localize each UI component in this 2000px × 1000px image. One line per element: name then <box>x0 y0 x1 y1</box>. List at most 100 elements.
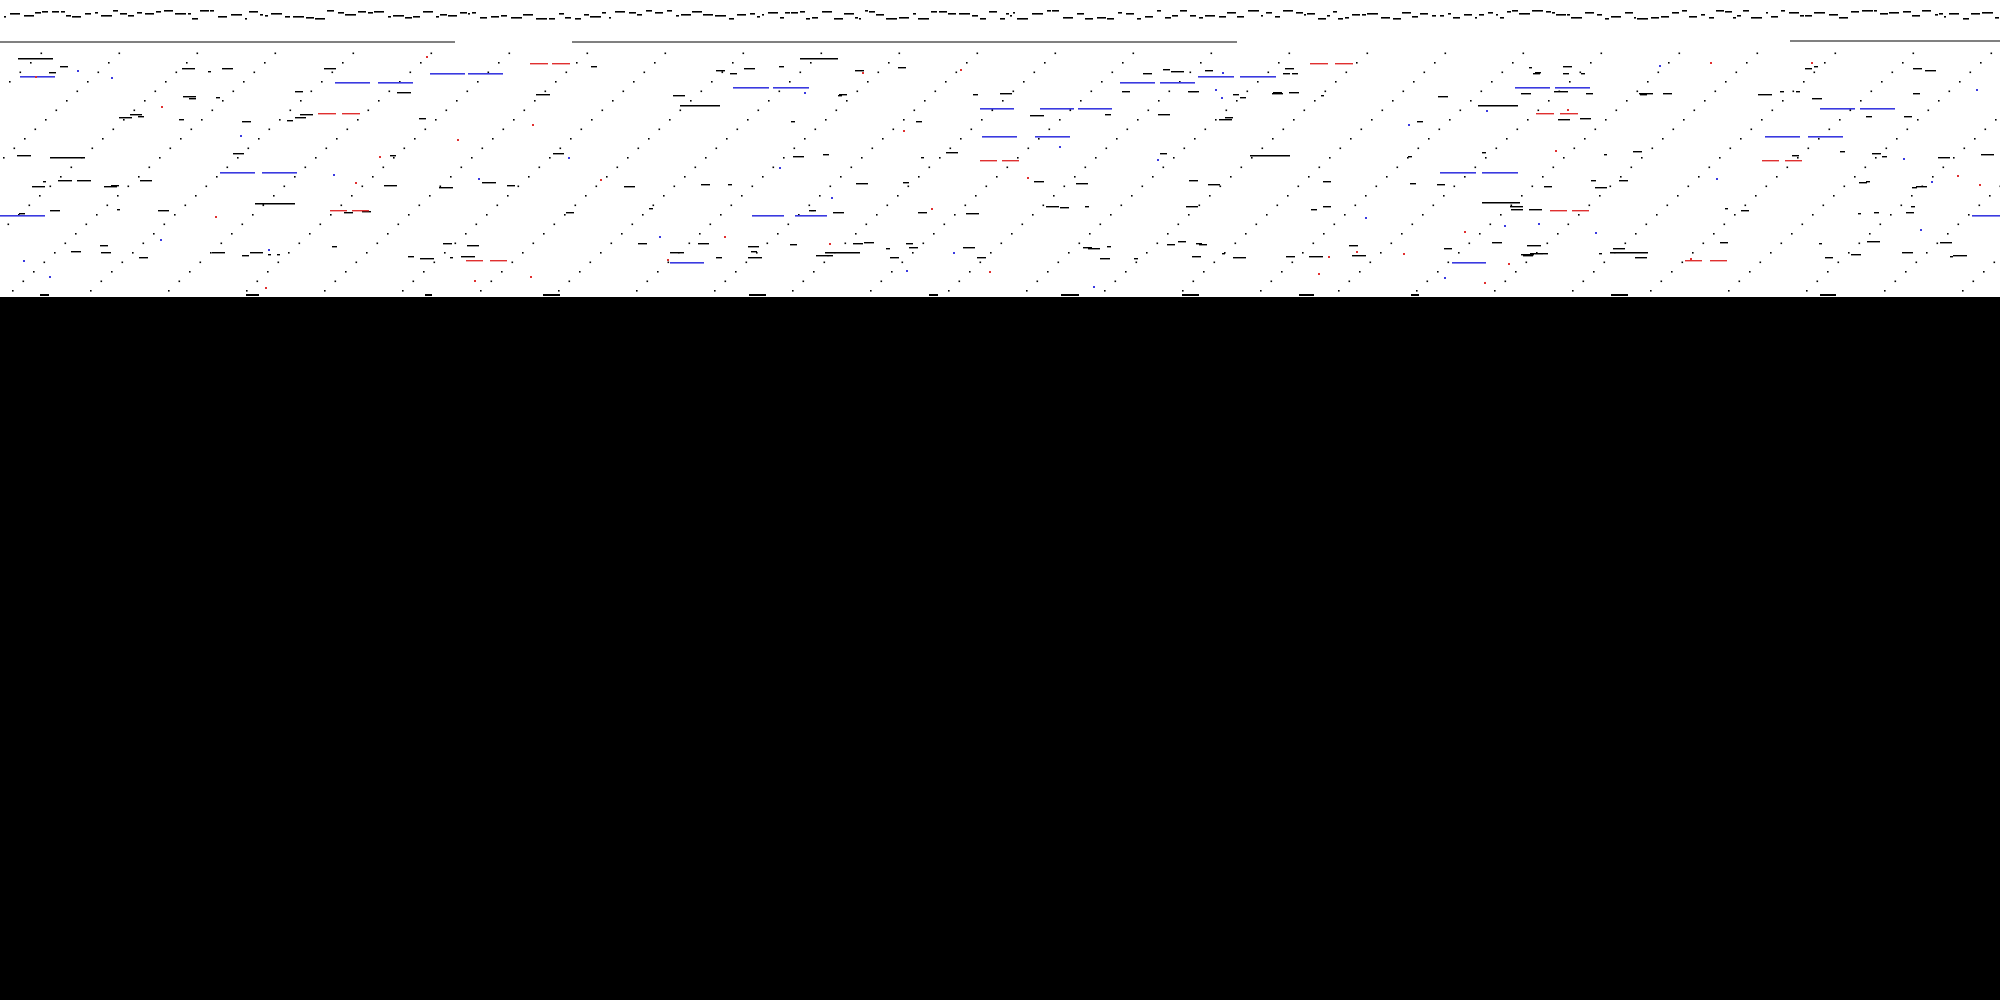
streak-dot <box>1422 214 1424 216</box>
streak-dot <box>882 138 884 140</box>
header-glyph <box>1420 13 1428 15</box>
ink-bar <box>18 58 53 60</box>
streak-dot <box>1479 233 1481 235</box>
color-speck <box>659 236 661 238</box>
streak-dot <box>1708 166 1711 169</box>
streak-dot <box>1449 119 1451 121</box>
header-glyph <box>1567 14 1570 16</box>
streak-dot <box>201 119 203 121</box>
streak-dot <box>610 242 613 245</box>
streak-dot <box>1485 157 1487 159</box>
header-glyph <box>1552 12 1555 14</box>
header-glyph <box>1077 13 1084 15</box>
streak-dot <box>820 52 823 55</box>
streak-dot <box>1210 52 1213 55</box>
streak-dot <box>241 223 244 226</box>
streak-dot <box>966 62 968 64</box>
streak-dot <box>960 138 962 140</box>
ink-dash <box>1535 72 1541 74</box>
ink-dash <box>158 210 169 212</box>
header-glyph <box>1479 14 1484 16</box>
header-glyph <box>1874 10 1877 12</box>
streak-dot <box>724 280 727 283</box>
streak-dot <box>1203 271 1205 273</box>
streak-dot <box>825 119 827 121</box>
red-bar <box>980 160 997 162</box>
color-speck <box>989 271 991 273</box>
ink-dash <box>507 185 515 187</box>
ink-dash <box>1819 243 1822 245</box>
ink-dash <box>1950 256 1953 258</box>
ink-dash <box>130 114 142 116</box>
streak-dot <box>1770 252 1772 254</box>
streak-dot <box>913 109 916 112</box>
streak-dot <box>1516 128 1519 131</box>
streak-dot <box>1101 81 1103 83</box>
streak-dot <box>907 185 910 188</box>
header-glyph <box>1689 16 1697 18</box>
streak-dot <box>709 223 712 226</box>
streak-dot <box>1572 290 1574 292</box>
ink-dash <box>222 68 233 70</box>
streak-dot <box>886 204 889 207</box>
streak-dot <box>33 271 35 273</box>
streak-dot <box>1224 252 1226 254</box>
streak-dot <box>117 195 119 197</box>
header-glyph <box>1585 12 1594 14</box>
header-glyph <box>980 18 986 20</box>
streak-dot <box>1339 147 1342 150</box>
ink-dash <box>443 243 452 245</box>
ink-dash <box>419 118 426 120</box>
streak-dot <box>1660 280 1663 283</box>
color-speck <box>1408 124 1410 126</box>
streak-dot <box>148 166 151 169</box>
streak-dot <box>762 176 764 178</box>
ink-dash <box>1240 97 1246 99</box>
streak-dot <box>574 204 577 207</box>
streak-dot <box>76 90 79 93</box>
streak-dot <box>1204 128 1207 131</box>
streak-dot <box>1453 185 1456 188</box>
streak-dot <box>1146 252 1148 254</box>
blue-bar <box>1515 87 1550 89</box>
streak-dot <box>1677 195 1679 197</box>
blue-bar <box>1160 82 1195 84</box>
ink-dash <box>1521 93 1531 95</box>
ink-dash <box>839 94 847 96</box>
header-glyph <box>1275 16 1280 18</box>
ink-dash <box>1904 116 1912 118</box>
ink-dash <box>268 254 271 256</box>
streak-dot <box>1495 147 1498 150</box>
red-bar <box>342 113 360 115</box>
streak-dot <box>1911 195 1913 197</box>
streak-dot <box>768 100 770 102</box>
streak-dot <box>876 214 878 216</box>
streak-dot <box>372 176 374 178</box>
streak-dot <box>253 71 256 74</box>
streak-dot <box>922 242 925 245</box>
streak-dot <box>186 62 188 64</box>
streak-dot <box>1369 261 1372 264</box>
streak-dot <box>1246 90 1249 93</box>
streak-dot <box>1135 261 1138 264</box>
ink-dash <box>673 95 685 97</box>
streak-dot <box>445 109 448 112</box>
streak-dot <box>1359 271 1361 273</box>
streak-dot <box>601 109 604 112</box>
ink-dash <box>1725 208 1728 210</box>
streak-dot <box>1276 204 1279 207</box>
streak-dot <box>1036 280 1039 283</box>
color-speck <box>906 270 908 272</box>
streak-dot <box>523 109 526 112</box>
header-glyph <box>972 15 978 17</box>
streak-dot <box>1980 62 1982 64</box>
streak-dot <box>220 242 223 245</box>
streak-dot <box>1213 261 1216 264</box>
ink-dash <box>1511 209 1523 211</box>
streak-dot <box>1848 252 1850 254</box>
streak-dot <box>861 157 863 159</box>
header-glyph <box>1716 10 1724 12</box>
ink-dash <box>60 66 68 68</box>
streak-dot <box>1063 185 1066 188</box>
streak-dot <box>1849 109 1852 112</box>
